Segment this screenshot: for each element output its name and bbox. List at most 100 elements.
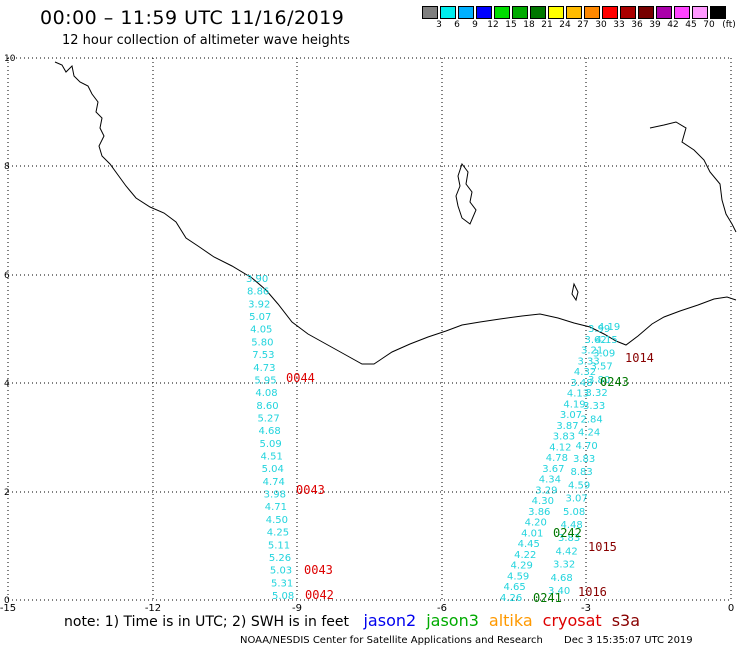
swh-value-right-outer-track: 4.19: [598, 322, 620, 333]
swh-value-left-track: 5.11: [268, 540, 290, 551]
colorbar-swatch: [548, 6, 564, 19]
island-center: [455, 162, 477, 225]
footer: NOAA/NESDIS Center for Satellite Applica…: [240, 635, 693, 646]
wave-height-colorbar: 3 6 9 12 15 18 21 24 27 30 33 36 39 42 45 70 (ft): [422, 6, 736, 32]
swh-value-left-track: 5.03: [270, 566, 292, 577]
colorbar-label: 33: [613, 20, 625, 30]
colorbar-label: 6: [454, 20, 460, 30]
swh-value-right-inner-track: 4.12: [549, 442, 571, 453]
swh-value-left-track: 4.51: [261, 452, 283, 463]
swh-value-left-track: 4.71: [265, 502, 287, 513]
colorbar-label: 9: [472, 20, 478, 30]
swh-value-right-inner-track: 3.87: [556, 421, 578, 432]
swh-value-right-inner-track: 3.21: [581, 346, 603, 357]
swh-value-right-inner-track: 3.83: [553, 432, 575, 443]
colorbar-swatch: [584, 6, 600, 19]
colorbar-label: 27: [577, 20, 589, 30]
swh-value-right-inner-track: 3.86: [528, 507, 550, 518]
map-title: 00:00 – 11:59 UTC 11/16/2019: [40, 7, 345, 29]
colorbar-label: 15: [505, 20, 517, 30]
swh-value-left-track: 4.74: [263, 477, 285, 488]
swh-value-right-outer-track: 3.33: [583, 401, 605, 412]
satellite-legend-jason2: jason2: [363, 611, 417, 630]
y-tick-label: 10: [4, 54, 16, 64]
colorbar-swatch: [602, 6, 618, 19]
swh-value-right-outer-track: 4.70: [576, 441, 598, 452]
swh-value-left-track: 4.68: [258, 426, 280, 437]
swh-value-right-inner-track: 3.07: [560, 410, 582, 421]
x-tick-label: -9: [292, 603, 302, 614]
swh-value-right-outer-track: 3.09: [593, 348, 615, 359]
swh-value-left-track: 4.25: [267, 528, 289, 539]
swh-value-left-track: 5.31: [271, 578, 293, 589]
satellite-legend-altika: altika: [488, 611, 533, 630]
satellite-tracks: 3.90 8.863.92 5.07 4.055.80 7.53 4.735.95 4.08…: [246, 274, 620, 604]
colorbar-swatch: [440, 6, 456, 19]
swh-value-right-outer-track: 4.24: [578, 428, 600, 439]
swh-value-right-outer-track: 4.59: [568, 480, 590, 491]
satellite-legend: jason2 jason3 altika cryosat s3a: [353, 611, 641, 630]
coastline-northeast: [649, 121, 737, 233]
pass-time-label: 0043: [304, 563, 333, 577]
swh-value-right-outer-track: 3.32: [553, 560, 575, 571]
swh-value-right-inner-track: 4.13: [567, 389, 589, 400]
swh-value-right-inner-track: 4.45: [518, 539, 540, 550]
colorbar-swatch: [494, 6, 510, 19]
colorbar-swatch: [512, 6, 528, 19]
swh-value-left-track: 3.98: [264, 490, 286, 501]
swh-value-right-outer-track: 4.68: [551, 573, 573, 584]
swh-value-right-inner-track: 4.32: [574, 367, 596, 378]
colorbar-swatch: [476, 6, 492, 19]
x-tick-label: -3: [581, 603, 591, 614]
swh-value-left-track: 5.26: [269, 553, 291, 564]
x-tick-label: -15: [0, 603, 16, 614]
colorbar-swatch: [458, 6, 474, 19]
swh-value-left-track: 5.80: [251, 337, 273, 348]
satellite-legend-s3a: s3a: [611, 611, 641, 630]
swh-value-right-outer-track: 4.42: [556, 546, 578, 557]
legend-note: note: 1) Time is in UTC; 2) SWH is in fe…: [64, 611, 640, 630]
pass-time-label: 0242: [553, 526, 582, 540]
colorbar-label: 70: [703, 20, 715, 30]
colorbar-label: 3: [436, 20, 442, 30]
swh-value-right-inner-track: 4.22: [514, 550, 536, 561]
swh-value-left-track: 3.92: [248, 299, 270, 310]
y-tick-label: 8: [4, 162, 10, 172]
colorbar-label: 36: [631, 20, 643, 30]
x-tick-label: 0: [728, 603, 734, 614]
note-text: note: 1) Time is in UTC; 2) SWH is in fe…: [64, 614, 350, 630]
swh-value-right-inner-track: 4.01: [521, 528, 543, 539]
colorbar-swatch: [656, 6, 672, 19]
swh-value-right-outer-track: 3.83: [573, 454, 595, 465]
swh-value-right-inner-track: 3.99: [588, 324, 610, 335]
coastline-main: [54, 61, 737, 365]
colorbar-swatch: [566, 6, 582, 19]
island-small: [571, 282, 579, 302]
colorbar-label: 18: [523, 20, 535, 30]
colorbar-label: 12: [487, 20, 499, 30]
colorbar-label: 42: [667, 20, 679, 30]
colorbar-swatch: [710, 6, 726, 19]
swh-value-right-inner-track: 4.19: [563, 399, 585, 410]
swh-value-right-inner-track: 3.29: [535, 485, 557, 496]
swh-value-left-track: 5.27: [257, 413, 279, 424]
colorbar-swatch: [674, 6, 690, 19]
y-tick-label: 6: [4, 271, 10, 281]
swh-value-left-track: 4.73: [253, 363, 275, 374]
swh-value-right-outer-track: 4.15: [596, 335, 618, 346]
swh-value-left-track: 7.53: [252, 350, 274, 361]
swh-value-right-outer-track: 5.08: [563, 507, 585, 518]
colorbar-swatch: [422, 6, 438, 19]
colorbar-label: 24: [559, 20, 571, 30]
pass-time-label: 1014: [625, 351, 654, 365]
swh-value-right-inner-track: 3.48: [570, 378, 592, 389]
y-tick-label: 0: [4, 596, 10, 606]
swh-value-left-track: 5.95: [254, 375, 276, 386]
swh-value-left-track: 8.60: [256, 401, 278, 412]
swh-value-left-track: 5.09: [260, 439, 282, 450]
satellite-legend-jason3: jason3: [426, 611, 479, 630]
grid-lines: [7, 57, 732, 601]
swh-value-right-inner-track: 3.33: [577, 356, 599, 367]
map-subtitle: 12 hour collection of altimeter wave hei…: [62, 33, 350, 48]
swh-value-left-track: 4.50: [266, 515, 288, 526]
